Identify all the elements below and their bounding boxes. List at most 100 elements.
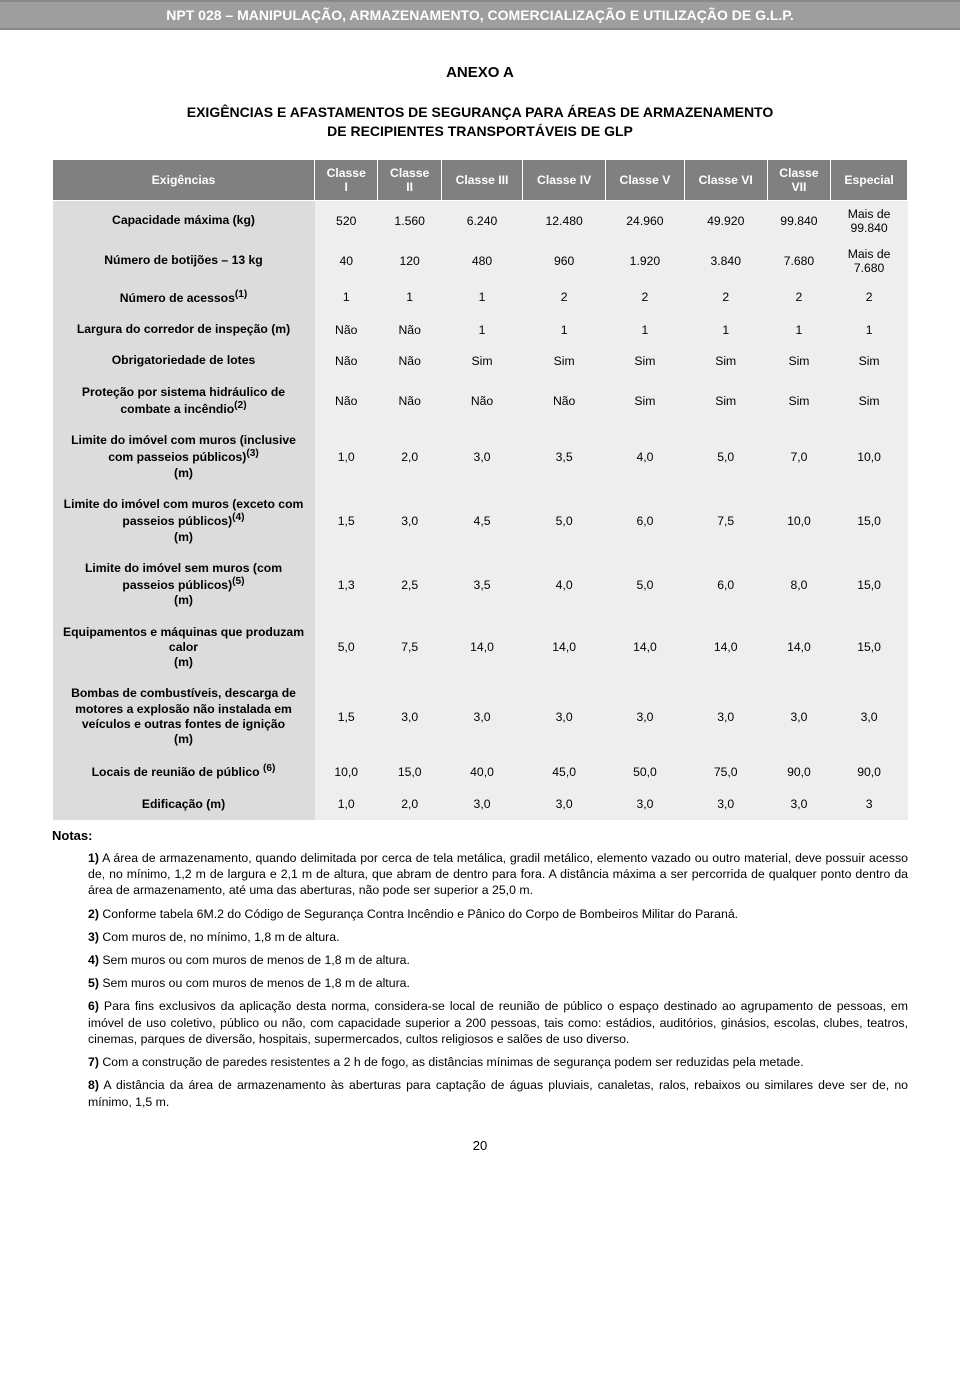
- table-cell: 15,0: [831, 553, 908, 617]
- header-title: NPT 028 – MANIPULAÇÃO, ARMAZENAMENTO, CO…: [166, 7, 793, 23]
- table-cell: 15,0: [378, 755, 441, 788]
- table-cell: 10,0: [315, 755, 378, 788]
- table-cell: 480: [441, 241, 522, 281]
- table-header-row: ExigênciasClasseIClasseIIClasse III Class…: [53, 159, 908, 200]
- table-header-cell: ClasseII: [378, 159, 441, 200]
- table-cell: 24.960: [606, 200, 685, 241]
- table-cell: 3,0: [606, 678, 685, 755]
- table-row: Limite do imóvel sem muros (com passeios…: [53, 553, 908, 617]
- table-row: Limite do imóvel com muros (exceto com p…: [53, 489, 908, 553]
- row-label: Locais de reunião de público (6): [53, 755, 315, 788]
- table-cell: 14,0: [606, 617, 685, 679]
- page-number: 20: [0, 1138, 960, 1165]
- row-label: Número de acessos(1): [53, 281, 315, 314]
- table-row: Edificação (m)1,02,03,03,03,03,03,03: [53, 789, 908, 820]
- table-cell: 14,0: [767, 617, 830, 679]
- table-cell: Não: [378, 345, 441, 376]
- table-row: Obrigatoriedade de lotesNãoNãoSimSimSimS…: [53, 345, 908, 376]
- table-cell: 5,0: [606, 553, 685, 617]
- table-cell: 3,0: [767, 789, 830, 820]
- table-cell: Não: [378, 314, 441, 345]
- table-row: Número de acessos(1)11122222: [53, 281, 908, 314]
- table-cell: 3,0: [378, 489, 441, 553]
- anexo-title: ANEXO A: [52, 64, 908, 81]
- nota-item: 6) Para fins exclusivos da aplicação des…: [88, 998, 908, 1047]
- table-cell: 75,0: [684, 755, 767, 788]
- table-cell: 40: [315, 241, 378, 281]
- requirements-table: ExigênciasClasseIClasseIIClasse III Class…: [52, 159, 908, 820]
- table-cell: 1: [523, 314, 606, 345]
- table-header-cell: Classe VI: [684, 159, 767, 200]
- table-cell: 5,0: [684, 425, 767, 489]
- table-cell: 1: [315, 281, 378, 314]
- table-cell: 3.840: [684, 241, 767, 281]
- table-cell: Mais de99.840: [831, 200, 908, 241]
- table-row: Bombas de combustíveis, descarga de moto…: [53, 678, 908, 755]
- table-cell: Sim: [831, 345, 908, 376]
- table-cell: 15,0: [831, 617, 908, 679]
- table-cell: 99.840: [767, 200, 830, 241]
- table-cell: Mais de7.680: [831, 241, 908, 281]
- row-label: Proteção por sistema hidráulico de comba…: [53, 377, 315, 426]
- table-cell: 7,0: [767, 425, 830, 489]
- table-cell: 15,0: [831, 489, 908, 553]
- table-cell: 3,0: [767, 678, 830, 755]
- table-cell: 2,0: [378, 425, 441, 489]
- table-cell: 3,0: [606, 789, 685, 820]
- row-label: Obrigatoriedade de lotes: [53, 345, 315, 376]
- row-label: Edificação (m): [53, 789, 315, 820]
- table-header-cell: Exigências: [53, 159, 315, 200]
- table-cell: 1: [441, 314, 522, 345]
- table-cell: 14,0: [523, 617, 606, 679]
- table-cell: 14,0: [441, 617, 522, 679]
- document-header: NPT 028 – MANIPULAÇÃO, ARMAZENAMENTO, CO…: [0, 0, 960, 30]
- table-cell: Não: [315, 314, 378, 345]
- subtitle-line2: DE RECIPIENTES TRANSPORTÁVEIS DE GLP: [327, 123, 633, 139]
- table-row: Largura do corredor de inspeção (m)NãoNã…: [53, 314, 908, 345]
- table-cell: 3,0: [441, 425, 522, 489]
- table-cell: 3,0: [684, 789, 767, 820]
- table-cell: 50,0: [606, 755, 685, 788]
- table-cell: 520: [315, 200, 378, 241]
- table-header-cell: Classe III: [441, 159, 522, 200]
- table-cell: 1: [378, 281, 441, 314]
- table-cell: 12.480: [523, 200, 606, 241]
- table-cell: 3,0: [523, 789, 606, 820]
- notas-list: 1) A área de armazenamento, quando delim…: [52, 850, 908, 1110]
- table-cell: 6.240: [441, 200, 522, 241]
- table-row: Equipamentos e máquinas que produzam cal…: [53, 617, 908, 679]
- row-label: Limite do imóvel com muros (exceto com p…: [53, 489, 315, 553]
- table-cell: 120: [378, 241, 441, 281]
- table-cell: 7.680: [767, 241, 830, 281]
- table-cell: 2: [606, 281, 685, 314]
- table-cell: 4,0: [606, 425, 685, 489]
- table-row: Limite do imóvel com muros (inclusive co…: [53, 425, 908, 489]
- table-cell: 1,5: [315, 489, 378, 553]
- nota-item: 3) Com muros de, no mínimo, 1,8 m de alt…: [88, 929, 908, 945]
- table-cell: 960: [523, 241, 606, 281]
- table-cell: 3,0: [684, 678, 767, 755]
- table-cell: 4,0: [523, 553, 606, 617]
- row-label: Limite do imóvel com muros (inclusive co…: [53, 425, 315, 489]
- row-label: Bombas de combustíveis, descarga de moto…: [53, 678, 315, 755]
- table-cell: 3,5: [523, 425, 606, 489]
- table-cell: 3,0: [441, 678, 522, 755]
- table-cell: 1.560: [378, 200, 441, 241]
- nota-item: 8) A distância da área de armazenamento …: [88, 1077, 908, 1109]
- table-cell: 2: [767, 281, 830, 314]
- table-cell: 14,0: [684, 617, 767, 679]
- table-cell: Sim: [831, 377, 908, 426]
- table-cell: Não: [378, 377, 441, 426]
- table-row: Capacidade máxima (kg)5201.5606.24012.48…: [53, 200, 908, 241]
- table-cell: 1: [831, 314, 908, 345]
- table-header-cell: ClasseI: [315, 159, 378, 200]
- nota-item: 4) Sem muros ou com muros de menos de 1,…: [88, 952, 908, 968]
- table-cell: Sim: [684, 377, 767, 426]
- table-cell: Sim: [684, 345, 767, 376]
- table-cell: 1,0: [315, 425, 378, 489]
- table-cell: 1.920: [606, 241, 685, 281]
- table-cell: 7,5: [378, 617, 441, 679]
- table-cell: 1,3: [315, 553, 378, 617]
- nota-item: 2) Conforme tabela 6M.2 do Código de Seg…: [88, 906, 908, 922]
- table-cell: Não: [441, 377, 522, 426]
